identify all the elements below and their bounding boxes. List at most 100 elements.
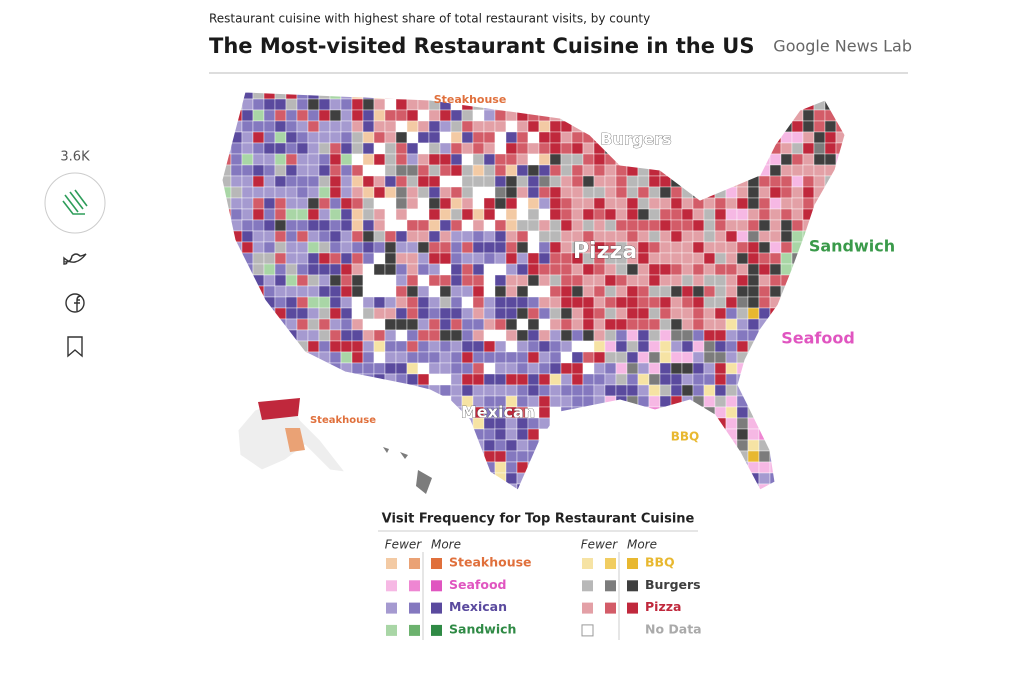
county-cell: [549, 461, 562, 474]
county-cell: [252, 197, 265, 210]
county-cell: [604, 109, 617, 122]
county-cell: [626, 318, 639, 331]
county-cell: [263, 186, 276, 199]
county-cell: [769, 120, 782, 133]
county-cell: [373, 109, 386, 122]
county-cell: [439, 164, 452, 177]
county-cell: [626, 483, 639, 490]
county-cell: [230, 329, 243, 342]
legend-label: Mexican: [449, 599, 507, 614]
county-cell: [615, 186, 628, 199]
county-cell: [505, 318, 518, 331]
county-cell: [439, 406, 452, 419]
county-cell: [626, 450, 639, 463]
county-cell: [351, 307, 364, 320]
county-cell: [252, 472, 265, 485]
county-cell: [406, 285, 419, 298]
county-cell: [318, 362, 331, 375]
legend-label: Steakhouse: [449, 555, 532, 570]
twitter-icon[interactable]: [63, 253, 87, 265]
county-cell: [560, 373, 573, 386]
county-cell: [417, 351, 430, 364]
county-cell: [725, 164, 738, 177]
county-cell: [417, 340, 430, 353]
county-cell: [373, 175, 386, 188]
county-cell: [571, 296, 584, 309]
county-cell: [670, 164, 683, 177]
county-cell: [505, 307, 518, 320]
county-cell: [714, 252, 727, 265]
county-cell: [263, 340, 276, 353]
county-cell: [483, 362, 496, 375]
county-cell: [406, 461, 419, 474]
county-cell: [571, 164, 584, 177]
county-cell: [516, 175, 529, 188]
county-cell: [847, 407, 858, 418]
county-cell: [813, 472, 826, 485]
county-cell: [472, 351, 485, 364]
county-cell: [615, 483, 628, 490]
county-cell: [582, 120, 595, 133]
county-cell: [725, 318, 738, 331]
county-cell: [285, 351, 298, 364]
county-cell: [428, 153, 441, 166]
bookmark-icon[interactable]: [67, 336, 83, 358]
county-cell: [362, 307, 375, 320]
county-cell: [714, 340, 727, 353]
county-cell: [274, 296, 287, 309]
county-cell: [615, 92, 628, 100]
facebook-icon[interactable]: [65, 293, 85, 313]
county-cell: [384, 98, 397, 111]
county-cell: [494, 362, 507, 375]
county-cell: [637, 439, 650, 452]
legend-swatch: [409, 602, 420, 614]
county-cell: [582, 92, 595, 100]
county-cell: [659, 318, 672, 331]
county-cell: [725, 395, 738, 408]
county-cell: [725, 274, 738, 287]
county-cell: [252, 318, 265, 331]
county-cell: [241, 230, 254, 243]
county-cell: [604, 208, 617, 221]
county-cell: [505, 285, 518, 298]
county-cell: [222, 219, 232, 232]
county-cell: [329, 296, 342, 309]
county-cell: [549, 252, 562, 265]
county-cell: [637, 351, 650, 364]
county-cell: [813, 175, 826, 188]
county-cell: [582, 428, 595, 441]
county-cell: [747, 197, 760, 210]
county-cell: [285, 340, 298, 353]
county-cell: [494, 483, 507, 490]
county-cell: [494, 252, 507, 265]
county-cell: [461, 362, 474, 375]
county-cell: [351, 241, 364, 254]
county-cell: [461, 296, 474, 309]
county-cell: [241, 186, 254, 199]
county-cell: [648, 197, 661, 210]
county-cell: [615, 384, 628, 397]
county-cell: [263, 384, 276, 397]
county-cell: [230, 362, 243, 375]
county-cell: [252, 351, 265, 364]
county-cell: [417, 175, 430, 188]
county-cell: [791, 483, 804, 490]
county-cell: [681, 472, 694, 485]
county-cell: [637, 285, 650, 298]
county-cell: [362, 428, 375, 441]
county-cell: [329, 186, 342, 199]
county-cell: [780, 142, 793, 155]
county-cell: [329, 241, 342, 254]
county-cell: [538, 263, 551, 276]
clap-button[interactable]: [44, 172, 106, 234]
county-cell: [593, 362, 606, 375]
county-cell: [659, 175, 672, 188]
county-cell: [824, 395, 837, 408]
county-cell: [450, 263, 463, 276]
county-cell: [637, 329, 650, 342]
county-cell: [318, 384, 331, 397]
county-cell: [549, 98, 562, 111]
county-cell: [593, 153, 606, 166]
county-cell: [659, 274, 672, 287]
county-cell: [835, 384, 845, 397]
